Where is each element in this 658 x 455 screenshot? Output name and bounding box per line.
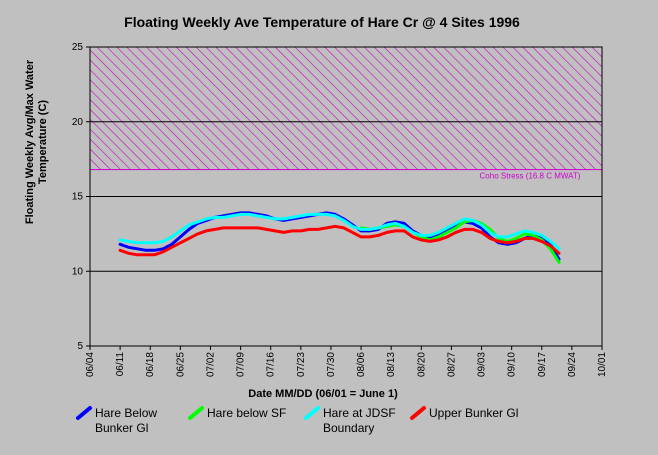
x-tick-label: 08/27 (446, 352, 457, 377)
x-tick-label: 06/25 (175, 352, 186, 377)
y-tick-label: 20 (72, 117, 84, 128)
y-axis-title-line-1: Floating Weekly Avg/Max Water (24, 59, 36, 224)
legend-label-1: Hare Below (95, 406, 157, 420)
x-tick-label: 09/17 (537, 352, 548, 377)
legend-swatch-4 (410, 406, 426, 420)
y-tick-label: 25 (72, 42, 84, 53)
x-tick-label: 07/30 (326, 352, 337, 377)
legend-label-3: Boundary (323, 421, 374, 435)
x-tick-label: 09/24 (567, 352, 578, 377)
y-axis-title: Floating Weekly Avg/Max Water Temperatur… (24, 59, 49, 224)
legend-label-1: Bunker Gl (95, 421, 148, 435)
x-axis: 06/04 06/11 06/18 06/25 07/02 07/09 07/16 07/23… (85, 346, 608, 377)
x-tick-label: 07/16 (266, 352, 277, 377)
y-tick-label: 10 (72, 266, 84, 277)
legend-label-2: Hare below SF (207, 406, 286, 420)
y-axis-title-line-2: Temperature (C) (37, 100, 49, 184)
x-tick-label: 07/09 (236, 352, 247, 377)
x-tick-label: 06/11 (115, 352, 126, 377)
y-tick-label: 15 (72, 192, 84, 203)
x-tick-label: 06/04 (85, 352, 96, 377)
x-tick-label: 09/10 (507, 352, 518, 377)
legend-swatch-1 (76, 406, 92, 420)
y-axis: 5 10 15 20 25 (72, 42, 90, 352)
x-tick-label: 07/02 (205, 352, 216, 377)
legend-label-4: Upper Bunker Gl (429, 406, 518, 420)
plot-area: Coho Stress (16.8 C MWAT) (89, 46, 603, 347)
threshold-label: Coho Stress (16.8 C MWAT) (480, 172, 581, 181)
legend-label-3: Hare at JDSF (323, 406, 396, 420)
x-tick-label: 10/01 (597, 352, 608, 377)
series-line-3 (118, 212, 561, 251)
legend-swatch-3 (304, 406, 320, 420)
x-tick-label: 08/20 (416, 352, 427, 377)
series-line-4 (118, 224, 561, 257)
y-tick-label: 5 (77, 341, 83, 352)
x-tick-label: 07/23 (296, 352, 307, 377)
chart-title: Floating Weekly Ave Temperature of Hare … (124, 14, 520, 30)
x-axis-title: Date MM/DD (06/01 = June 1) (248, 388, 398, 400)
coho-stress-band (89, 46, 603, 171)
x-tick-label: 08/13 (386, 352, 397, 377)
x-tick-label: 06/18 (145, 352, 156, 377)
legend-swatch-2 (188, 406, 204, 420)
x-tick-label: 08/06 (356, 352, 367, 377)
x-tick-label: 09/03 (477, 352, 488, 377)
